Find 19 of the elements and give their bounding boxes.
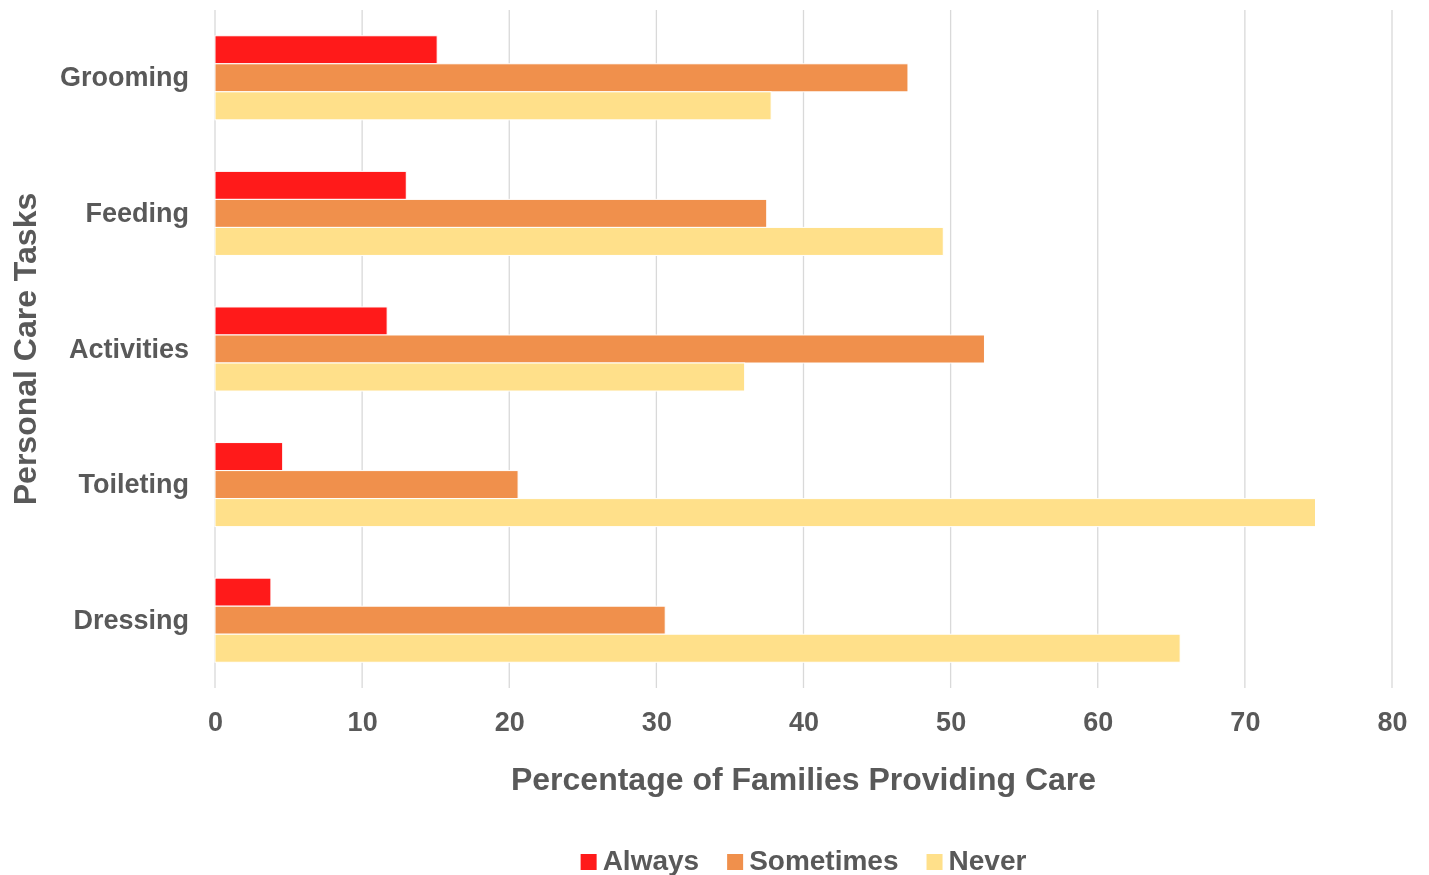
x-axis-title: Percentage of Families Providing Care	[510, 761, 1097, 797]
legend-label: Sometimes	[749, 845, 899, 875]
y-tick-label: Dressing	[73, 604, 189, 635]
y-tick-label: Toileting	[78, 469, 189, 500]
x-tick-label: 20	[494, 707, 525, 738]
legend-label: Never	[948, 845, 1027, 875]
y-tick-label: Grooming	[60, 62, 189, 93]
x-tick-label: 10	[347, 707, 378, 738]
x-tick-label: 30	[641, 707, 672, 738]
x-tick-label: 50	[936, 707, 967, 738]
x-tick-label: 80	[1377, 707, 1408, 738]
x-tick-label: 60	[1083, 707, 1114, 738]
y-tick-label: Feeding	[85, 198, 189, 229]
x-tick-label: 0	[207, 707, 224, 738]
legend-label: Always	[602, 845, 700, 875]
x-tick-label: 40	[788, 707, 820, 738]
y-axis-title: Personal Care Tasks	[7, 192, 43, 506]
x-tick-label: 70	[1230, 707, 1261, 738]
y-tick-label: Activities	[68, 333, 189, 364]
